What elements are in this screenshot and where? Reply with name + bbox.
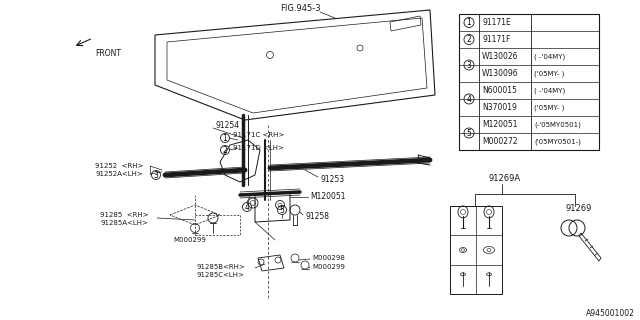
Text: ( -'04MY): ( -'04MY) xyxy=(534,87,565,94)
Text: FRONT: FRONT xyxy=(95,49,121,58)
Text: 91285  <RH>: 91285 <RH> xyxy=(100,212,148,218)
Text: 91269: 91269 xyxy=(565,204,591,212)
Text: 91252A<LH>: 91252A<LH> xyxy=(95,171,143,177)
Text: 91171D <LH>: 91171D <LH> xyxy=(233,145,284,151)
Text: ( -'04MY): ( -'04MY) xyxy=(534,53,565,60)
Text: 91253: 91253 xyxy=(320,174,344,183)
Text: 1: 1 xyxy=(467,18,472,27)
Text: 2: 2 xyxy=(467,35,472,44)
Text: W130026: W130026 xyxy=(482,52,518,61)
Text: 4: 4 xyxy=(467,94,472,103)
Text: ('05MY- ): ('05MY- ) xyxy=(534,70,564,77)
Text: FIG.945-3: FIG.945-3 xyxy=(280,4,321,12)
Text: 2: 2 xyxy=(223,146,227,155)
Text: (-'05MY0501): (-'05MY0501) xyxy=(534,121,581,128)
Text: 91171E: 91171E xyxy=(482,18,511,27)
Text: 91285B<RH>: 91285B<RH> xyxy=(196,264,244,270)
Text: ('05MY- ): ('05MY- ) xyxy=(534,104,564,111)
Text: M000299: M000299 xyxy=(173,237,206,243)
Text: M000298: M000298 xyxy=(312,255,345,261)
Text: 3: 3 xyxy=(154,171,159,180)
Text: W130096: W130096 xyxy=(482,69,518,78)
Text: 1: 1 xyxy=(223,133,227,142)
Text: N600015: N600015 xyxy=(482,86,517,95)
Text: 91285C<LH>: 91285C<LH> xyxy=(196,272,244,278)
Text: 91254: 91254 xyxy=(215,121,239,130)
Text: 91171C <RH>: 91171C <RH> xyxy=(233,132,284,138)
Text: A945001002: A945001002 xyxy=(586,308,635,317)
Text: 5: 5 xyxy=(280,205,284,214)
Bar xyxy=(459,14,599,150)
Text: 5: 5 xyxy=(467,129,472,138)
Text: 91171F: 91171F xyxy=(482,35,510,44)
Text: N370019: N370019 xyxy=(482,103,517,112)
Text: 4: 4 xyxy=(244,203,250,212)
Text: ('05MY0501-): ('05MY0501-) xyxy=(534,138,581,145)
Text: M120051: M120051 xyxy=(310,191,346,201)
Text: 3: 3 xyxy=(467,60,472,69)
Text: 91269A: 91269A xyxy=(488,173,520,182)
Text: M120051: M120051 xyxy=(482,120,518,129)
Text: 91258: 91258 xyxy=(305,212,329,220)
Text: M000299: M000299 xyxy=(312,264,345,270)
Text: 91285A<LH>: 91285A<LH> xyxy=(100,220,148,226)
Text: M000272: M000272 xyxy=(482,137,518,146)
Text: 91252  <RH>: 91252 <RH> xyxy=(95,163,143,169)
Bar xyxy=(450,206,502,294)
